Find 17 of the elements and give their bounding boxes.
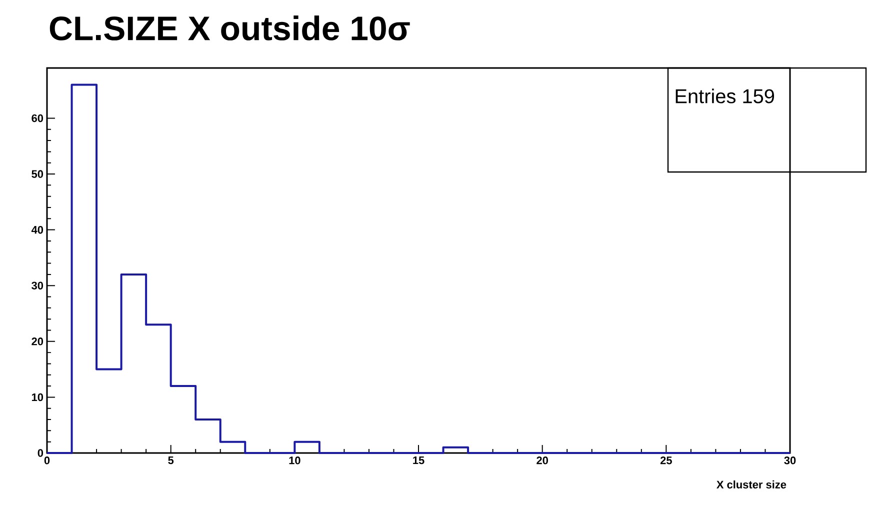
x-tick-label: 25 xyxy=(660,456,672,464)
x-tick-label: 15 xyxy=(413,456,424,464)
y-tick-label: 40 xyxy=(31,226,44,234)
x-tick-label: 30 xyxy=(784,456,796,464)
y-tick-label: 0 xyxy=(38,449,44,457)
x-tick-label: 10 xyxy=(289,456,300,464)
y-tick-label: 30 xyxy=(32,282,44,290)
y-tick-label: 20 xyxy=(32,338,44,346)
x-tick-label: 5 xyxy=(168,456,174,464)
x-axis-title: X cluster size xyxy=(716,480,786,488)
annotation: Entries 159 xyxy=(676,88,774,104)
chart-title: CL.SIZE X outside 10σ xyxy=(50,16,410,40)
y-tick-label: 60 xyxy=(32,114,44,122)
y-tick-label: 10 xyxy=(32,393,44,402)
x-tick-label: 20 xyxy=(536,456,548,464)
y-tick-label: 50 xyxy=(32,170,44,178)
x-tick-label: 0 xyxy=(44,456,50,464)
